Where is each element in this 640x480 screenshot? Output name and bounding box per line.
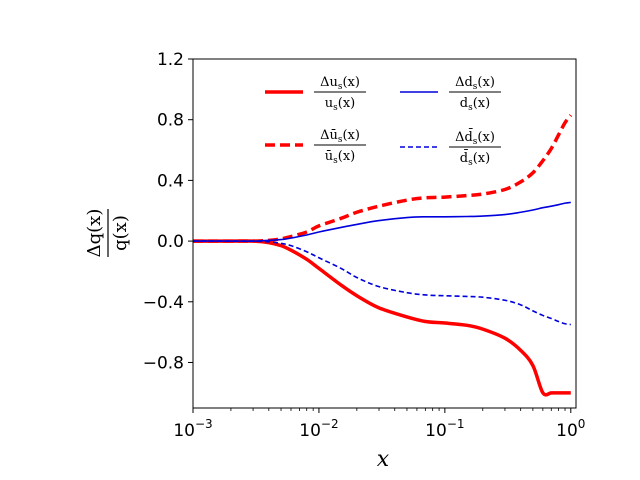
legend-numerator: Δus(x) xyxy=(320,75,360,92)
legend-denominator: ūs(x) xyxy=(325,149,355,166)
x-tick-label: 10−2 xyxy=(299,417,338,441)
y-tick-label: 1.2 xyxy=(157,50,184,70)
y-tick-label: −0.4 xyxy=(143,293,184,313)
y-axis-label-numerator: Δq(x) xyxy=(84,209,105,258)
x-tick-exponent: −1 xyxy=(447,417,465,431)
y-axis-label: Δq(x) q(x) xyxy=(84,209,131,258)
x-tick-exponent: −3 xyxy=(195,417,213,431)
legend-item-ubar-s: Δūs(x) ūs(x) xyxy=(265,128,366,166)
legend-numerator: Δd̄s(x) xyxy=(455,128,495,147)
y-tick-label: 0.0 xyxy=(157,232,184,252)
legend-denominator: us(x) xyxy=(325,96,355,113)
y-tick-label: 0.8 xyxy=(157,111,184,131)
series-line-u-s xyxy=(193,239,571,397)
x-tick-base: 10 xyxy=(556,421,578,441)
x-axis-label: x xyxy=(377,447,390,472)
legend-denominator: ds(x) xyxy=(460,96,490,113)
x-tick-exponent: −2 xyxy=(321,417,339,431)
series-line-ubar-s xyxy=(193,114,573,243)
legend-item-u-s: Δus(x) us(x) xyxy=(265,75,366,113)
x-tick-exponent: 0 xyxy=(578,417,586,431)
series-line-dbar-s xyxy=(193,240,571,326)
legend-denominator: d̄s(x) xyxy=(460,149,490,168)
legend-numerator: Δds(x) xyxy=(455,75,495,92)
legend-item-d-s: Δds(x) ds(x) xyxy=(400,75,501,113)
x-tick-base: 10 xyxy=(425,421,447,441)
series-line-d-s xyxy=(193,201,571,242)
legend: Δus(x) us(x) Δūs(x) ūs(x) Δds(x) ds(x) Δd̄s(x)… xyxy=(265,75,501,168)
y-tick-label: 0.4 xyxy=(157,171,184,191)
legend-numerator: Δūs(x) xyxy=(320,128,360,145)
plot-frame xyxy=(192,58,577,409)
x-tick-label: 100 xyxy=(556,417,585,441)
lines-layer xyxy=(193,114,573,397)
x-tick-base: 10 xyxy=(299,421,321,441)
legend-item-dbar-s: Δd̄s(x) d̄s(x) xyxy=(400,128,501,168)
ticks-layer: 1.20.80.40.0−0.4−0.810−3 10−2 10−1 100 xyxy=(143,50,586,441)
x-tick-label: 10−3 xyxy=(173,417,212,441)
x-tick-label: 10−1 xyxy=(425,417,464,441)
y-axis-label-denominator: q(x) xyxy=(110,215,131,251)
y-tick-label: −0.8 xyxy=(143,353,184,373)
x-tick-base: 10 xyxy=(173,421,195,441)
